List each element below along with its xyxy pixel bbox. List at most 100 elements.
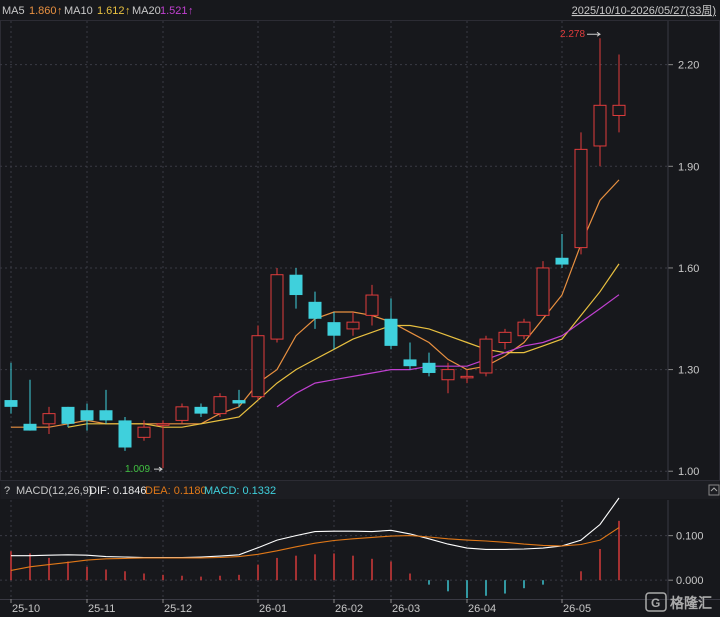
high-price-label: 2.278 <box>560 29 585 40</box>
date-range[interactable]: 2025/10/10-2026/05/27(33周) <box>572 4 716 17</box>
candle-body <box>118 420 132 448</box>
candle-body <box>270 274 284 340</box>
macd-value: MACD: 0.1332 <box>204 485 276 497</box>
candle <box>403 342 417 370</box>
candle-body <box>346 321 360 330</box>
candle <box>61 406 75 428</box>
x-tick-label: 26-05 <box>563 603 591 615</box>
x-tick-label: 26-01 <box>259 603 287 615</box>
candle <box>479 335 493 377</box>
candle-body <box>61 406 75 424</box>
y-tick-label: 0.100 <box>676 531 704 543</box>
candle-body <box>194 406 208 414</box>
candle-body <box>327 322 341 336</box>
candle <box>251 325 265 401</box>
candle <box>23 379 37 431</box>
candle-body <box>137 426 151 438</box>
candle-body <box>365 294 379 316</box>
candle-body <box>593 104 607 147</box>
ma10-arrow: ↑ <box>125 5 131 17</box>
macd-grid <box>0 500 668 599</box>
y-tick-label: 1.60 <box>678 263 699 275</box>
macd-header-bar <box>0 481 720 499</box>
candle-body <box>42 413 56 425</box>
candle-body <box>612 104 626 116</box>
ma20-value: 1.521 <box>160 5 188 17</box>
y-tick-label: 0.000 <box>676 575 704 587</box>
candle <box>175 403 189 424</box>
candle <box>593 38 607 167</box>
candle-body <box>213 396 227 415</box>
low-arrow <box>154 466 163 472</box>
ma5-arrow: ↑ <box>57 5 63 17</box>
candle-body <box>80 410 94 421</box>
candle <box>270 267 284 343</box>
macd-title: MACD(12,26,9) <box>16 485 92 497</box>
help-icon[interactable]: ? <box>4 485 10 497</box>
candle-body <box>422 362 436 373</box>
candle-body <box>156 423 170 426</box>
candle <box>574 132 588 255</box>
candle <box>365 284 379 326</box>
candle-body <box>4 400 18 407</box>
ma5-value: 1.860 <box>29 5 57 17</box>
ma10-value: 1.612 <box>97 5 125 17</box>
x-tick-label: 25-12 <box>164 603 192 615</box>
candle-body <box>479 338 493 374</box>
candle <box>422 352 436 377</box>
ma-legend: MA5 1.860 ↑ MA10 1.612 ↑ MA20 1.521 ↑ <box>2 5 194 17</box>
candle <box>42 406 56 434</box>
collapse-icon[interactable] <box>708 484 720 496</box>
candle <box>498 328 512 350</box>
candlesticks <box>4 38 626 469</box>
candle <box>346 311 360 336</box>
x-tick-label: 25-11 <box>88 603 115 615</box>
logo-icon <box>645 592 667 612</box>
y-tick-label: 1.30 <box>678 365 699 377</box>
x-tick-label: 25-10 <box>12 603 40 615</box>
candle <box>327 311 341 350</box>
macd-dea: DEA: 0.1180 <box>145 485 207 497</box>
candle-body <box>403 359 417 367</box>
candle-body <box>289 274 303 296</box>
y-tick-label: 2.20 <box>678 60 699 72</box>
watermark-text: 格隆汇 <box>670 595 712 611</box>
annotations: 2.278 1.009 <box>125 29 601 475</box>
candle-body <box>99 410 113 421</box>
candle <box>213 393 227 418</box>
candle-body <box>251 335 265 398</box>
candle <box>232 389 246 407</box>
ma20-label: MA20 <box>132 5 161 17</box>
x-tick-label: 26-02 <box>335 603 363 615</box>
x-axis: 25-10 25-11 25-12 26-01 26-02 26-03 26-04 26-05 <box>10 599 591 615</box>
candle-body <box>23 423 37 431</box>
candle <box>99 389 113 424</box>
ma10-label: MA10 <box>64 5 93 17</box>
candle <box>156 420 170 469</box>
y-tick-label: 1.90 <box>678 161 699 173</box>
low-price-label: 1.009 <box>125 464 150 475</box>
y-tick-label: 1.00 <box>678 466 699 478</box>
candle <box>555 234 569 268</box>
candle-body <box>384 318 398 346</box>
candle <box>194 403 208 418</box>
candle-body <box>308 301 322 319</box>
candle <box>517 318 531 340</box>
ma5-label: MA5 <box>2 5 25 17</box>
macd-dif: DIF: 0.1846 <box>89 485 146 497</box>
dea-line <box>10 527 620 571</box>
candle <box>137 420 151 441</box>
candle <box>536 261 550 316</box>
watermark: G 格隆汇 <box>645 592 712 612</box>
ma20-arrow: ↑ <box>188 5 194 17</box>
x-tick-label: 26-04 <box>468 603 496 615</box>
candle-body <box>536 267 550 316</box>
candle <box>308 291 322 329</box>
candle <box>4 362 18 414</box>
candle <box>384 298 398 350</box>
candle-body <box>555 257 569 265</box>
dif-line <box>11 497 620 559</box>
candle-body <box>517 321 531 337</box>
main-y-axis: 2.20 1.90 1.60 1.30 1.00 <box>667 21 699 480</box>
